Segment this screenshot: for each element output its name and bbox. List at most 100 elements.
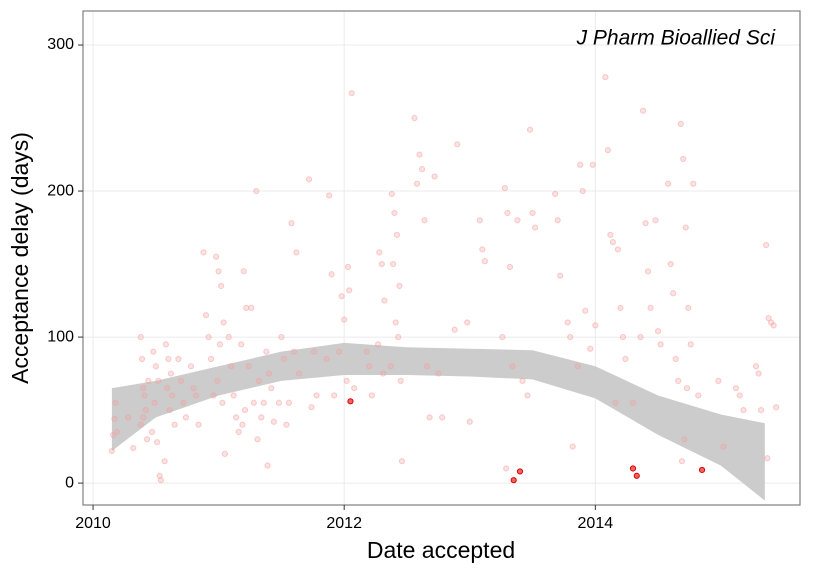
data-point <box>397 377 404 384</box>
data-point <box>351 385 358 392</box>
data-point <box>720 443 727 450</box>
data-point <box>670 290 677 297</box>
data-point <box>113 428 121 436</box>
data-point <box>652 217 659 224</box>
data-point <box>657 341 664 348</box>
data-point <box>416 151 423 158</box>
y-axis-title: Acceptance delay (days) <box>7 132 33 384</box>
data-point <box>275 399 282 406</box>
data-point <box>466 418 473 425</box>
data-point <box>182 414 190 421</box>
data-point <box>214 377 221 384</box>
data-point <box>647 304 654 311</box>
data-point <box>347 398 354 405</box>
data-point <box>393 231 401 238</box>
data-point <box>612 399 619 406</box>
x-tick-label: 2014 <box>578 515 614 532</box>
data-point <box>265 370 272 377</box>
data-point <box>219 399 226 406</box>
data-point <box>503 465 510 472</box>
data-point <box>514 217 521 224</box>
data-point <box>280 355 288 363</box>
data-point <box>162 341 169 348</box>
data-point <box>308 404 315 411</box>
data-point <box>285 399 293 406</box>
data-point <box>215 268 222 275</box>
data-point <box>677 120 684 127</box>
data-point <box>554 217 561 224</box>
data-point <box>138 355 146 363</box>
data-point <box>288 220 295 227</box>
data-point <box>587 345 594 352</box>
data-point <box>258 414 265 421</box>
data-point <box>207 355 215 363</box>
data-point <box>388 190 396 198</box>
data-point <box>378 260 385 268</box>
data-point <box>235 428 242 436</box>
annotation: J Pharm Bioallied Sci <box>576 27 777 50</box>
y-tick-label: 100 <box>47 328 74 345</box>
data-point <box>130 444 137 452</box>
x-tick-label: 2012 <box>326 515 362 532</box>
data-point <box>579 187 586 195</box>
data-point <box>143 436 151 443</box>
data-point <box>140 385 147 392</box>
data-point <box>278 333 285 341</box>
data-point <box>569 443 576 450</box>
axes: 2010 2012 2014 0 100 200 300 <box>47 36 613 532</box>
data-point <box>248 304 255 311</box>
data-point <box>137 421 144 428</box>
data-point <box>264 462 271 469</box>
data-point <box>552 190 559 198</box>
data-point <box>225 333 232 341</box>
data-point <box>221 450 228 457</box>
data-point <box>218 282 225 290</box>
data-point <box>423 363 431 370</box>
data-point <box>395 333 402 341</box>
data-point <box>391 209 398 217</box>
data-point <box>740 406 747 414</box>
data-point <box>241 406 249 414</box>
data-point <box>164 385 171 392</box>
data-point <box>695 392 702 399</box>
data-point <box>346 287 353 294</box>
data-point <box>481 258 488 265</box>
data-point <box>655 328 662 335</box>
data-point <box>567 333 574 341</box>
data-point <box>687 341 694 348</box>
data-point <box>392 319 399 326</box>
data-point <box>195 421 202 428</box>
data-point <box>348 90 355 97</box>
data-point <box>323 355 330 363</box>
data-point <box>310 348 318 355</box>
data-point <box>228 363 235 370</box>
data-point <box>192 392 200 399</box>
x-axis-title: Date accepted <box>367 537 515 563</box>
data-point <box>633 472 640 479</box>
data-point <box>682 224 689 231</box>
data-point <box>338 293 345 300</box>
data-point <box>171 421 178 428</box>
data-point <box>499 333 506 341</box>
data-point <box>233 414 240 421</box>
data-point <box>526 126 534 133</box>
data-point <box>390 260 397 268</box>
data-point <box>506 263 514 271</box>
data-point <box>439 414 446 421</box>
marks <box>108 74 780 501</box>
data-point <box>363 348 370 355</box>
data-point <box>637 333 644 341</box>
data-point <box>396 282 403 290</box>
plot-border <box>82 10 801 506</box>
data-point <box>368 392 375 399</box>
data-point <box>757 406 765 414</box>
data-point <box>108 447 115 455</box>
data-point <box>374 341 382 348</box>
data-point <box>773 404 780 411</box>
data-point <box>681 436 688 443</box>
data-point <box>531 224 539 231</box>
data-point <box>629 465 637 472</box>
data-point <box>577 161 584 168</box>
data-point <box>111 415 118 422</box>
